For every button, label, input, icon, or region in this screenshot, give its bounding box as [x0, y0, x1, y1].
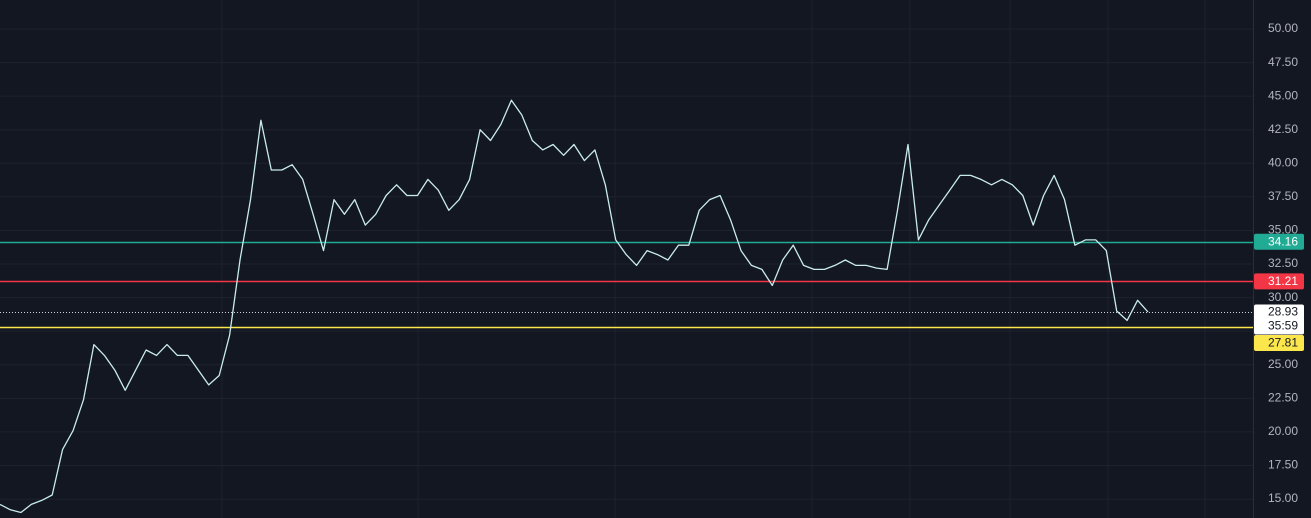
level-label-box [1254, 233, 1304, 250]
y-tick-label: 50.00 [1268, 21, 1298, 35]
y-tick-label: 42.50 [1268, 122, 1298, 136]
y-tick-label: 20.00 [1268, 424, 1298, 438]
y-tick-label: 22.50 [1268, 391, 1298, 405]
last-price-box [1254, 304, 1304, 335]
level-label: 27.81 [1268, 336, 1298, 350]
countdown-label: 35:59 [1268, 319, 1298, 333]
level-label: 34.16 [1268, 234, 1298, 248]
price-line [0, 99, 1149, 514]
level-label: 31.21 [1268, 274, 1298, 288]
y-tick-label: 32.50 [1268, 256, 1298, 270]
vertical-grid [221, 0, 1206, 518]
y-tick-label: 17.50 [1268, 458, 1298, 472]
last-price-label: 28.93 [1268, 305, 1298, 319]
level-label-box [1254, 273, 1304, 290]
y-tick-label: 30.00 [1268, 290, 1298, 304]
y-tick-label: 15.00 [1268, 491, 1298, 505]
y-tick-label: 25.00 [1268, 357, 1298, 371]
level-label-box [1254, 334, 1304, 351]
y-tick-label: 37.50 [1268, 189, 1298, 203]
y-tick-label: 40.00 [1268, 155, 1298, 169]
y-tick-label: 35.00 [1268, 223, 1298, 237]
y-tick-label: 47.50 [1268, 55, 1298, 69]
y-tick-label: 45.00 [1268, 88, 1298, 102]
